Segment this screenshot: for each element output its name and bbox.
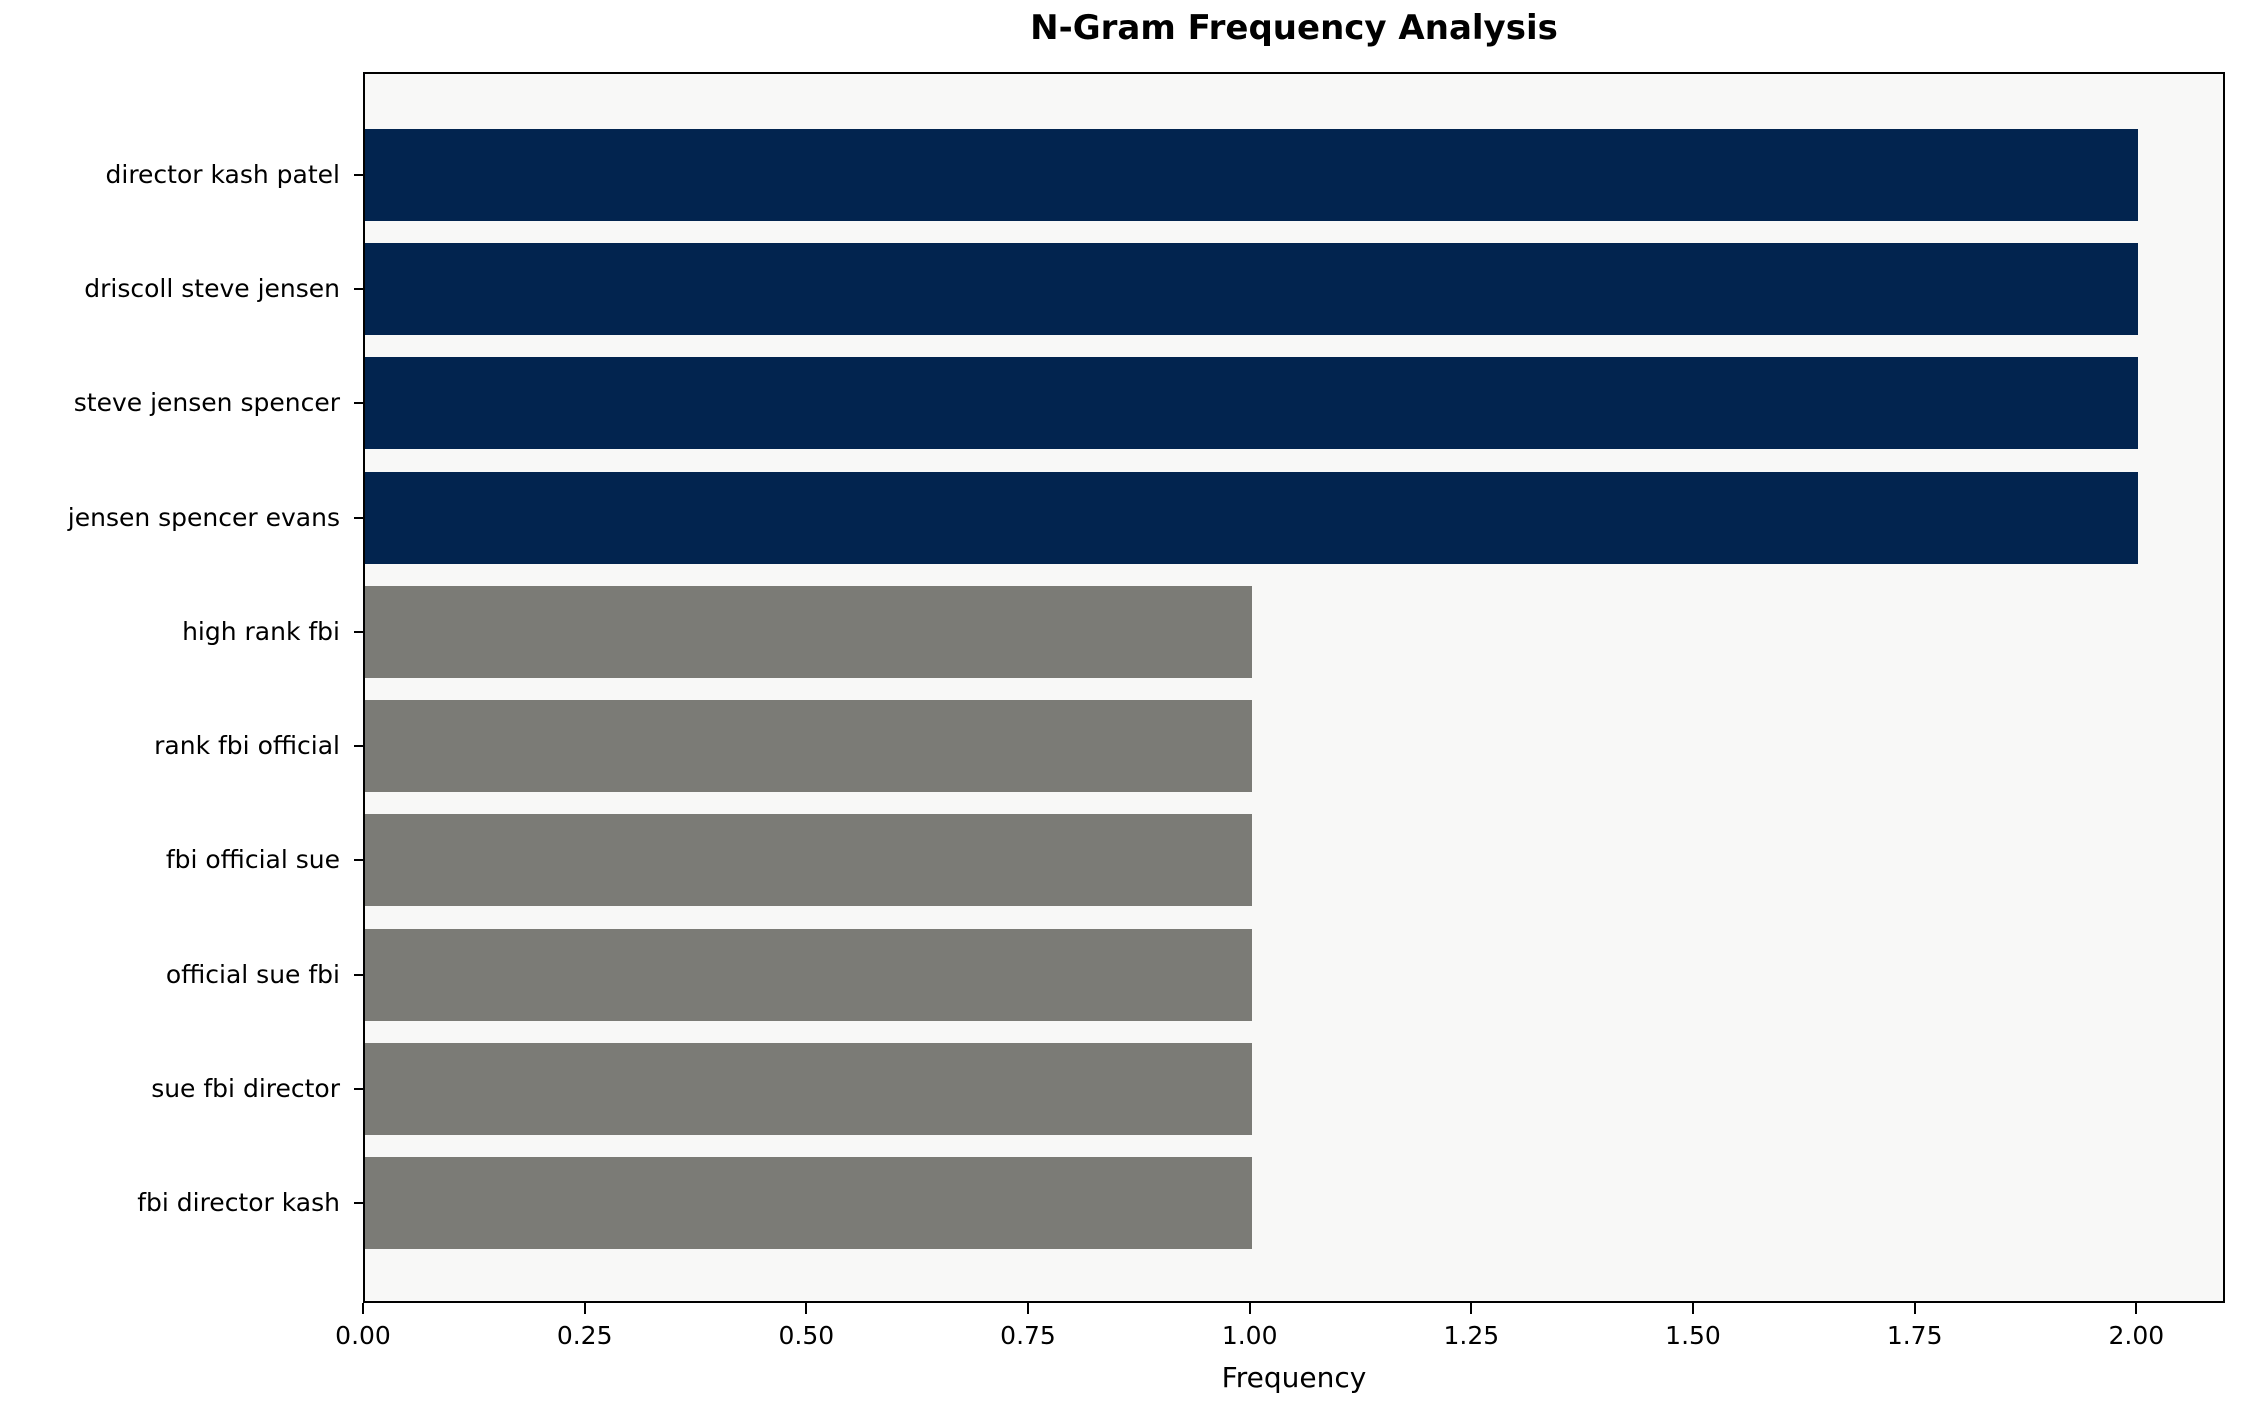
x-tick-mark	[1913, 1303, 1916, 1314]
bar-steve-jensen-spencer	[365, 357, 2138, 450]
bar-driscoll-steve-jensen	[365, 243, 2138, 336]
x-tick-label: 0.00	[335, 1321, 391, 1350]
y-tick-label: rank fbi official	[154, 731, 340, 761]
y-tick-label: official sue fbi	[165, 959, 340, 989]
x-tick-mark	[1027, 1303, 1029, 1314]
plot-area	[363, 72, 2225, 1303]
chart-title: N-Gram Frequency Analysis	[1030, 8, 1558, 48]
x-tick-label: 1.00	[1221, 1321, 1278, 1350]
y-tick-label: fbi official sue	[165, 845, 340, 875]
x-tick-mark	[362, 1303, 364, 1314]
bar-fbi-director-kash	[365, 1156, 1252, 1249]
x-tick-mark	[1470, 1303, 1473, 1314]
x-tick-mark	[1692, 1303, 1694, 1314]
y-tick-mark	[354, 288, 363, 291]
y-tick-label: high rank fbi	[182, 616, 340, 646]
y-tick-mark	[354, 174, 363, 176]
y-tick-label: fbi director kash	[137, 1187, 340, 1217]
bar-fbi-official-sue	[365, 814, 1252, 907]
x-tick-mark	[805, 1303, 808, 1314]
y-tick-label: steve jensen spencer	[73, 388, 340, 418]
x-tick-label: 0.25	[556, 1321, 613, 1350]
y-tick-label: sue fbi director	[151, 1073, 340, 1103]
bar-director-kash-patel	[365, 129, 2138, 221]
y-tick-mark	[354, 859, 363, 862]
bar-high-rank-fbi	[365, 585, 1252, 678]
x-tick-mark	[583, 1303, 586, 1314]
x-tick-label: 2.00	[2108, 1321, 2165, 1350]
y-tick-label: jensen spencer evans	[67, 502, 340, 532]
x-tick-label: 1.50	[1665, 1321, 1721, 1350]
x-tick-label: 0.50	[778, 1321, 835, 1350]
x-tick-label: 0.75	[1000, 1321, 1056, 1350]
y-tick-mark	[354, 745, 363, 748]
bar-official-sue-fbi	[365, 928, 1252, 1021]
y-tick-mark	[354, 402, 363, 405]
y-tick-mark	[354, 973, 363, 976]
x-tick-mark	[2135, 1303, 2138, 1314]
y-tick-mark	[354, 1201, 363, 1204]
x-tick-mark	[1248, 1303, 1251, 1314]
y-tick-label: director kash patel	[105, 160, 341, 189]
bar-rank-fbi-official	[365, 700, 1252, 793]
x-axis-label: Frequency	[1221, 1361, 1367, 1394]
bar-sue-fbi-director	[365, 1042, 1252, 1135]
y-tick-mark	[354, 630, 363, 633]
x-tick-label: 1.75	[1886, 1321, 1943, 1350]
bar-jensen-spencer-evans	[365, 471, 2138, 564]
y-tick-mark	[354, 516, 363, 519]
y-tick-mark	[354, 1087, 363, 1090]
y-tick-label: driscoll steve jensen	[84, 274, 340, 304]
x-tick-label: 1.25	[1443, 1321, 1500, 1350]
